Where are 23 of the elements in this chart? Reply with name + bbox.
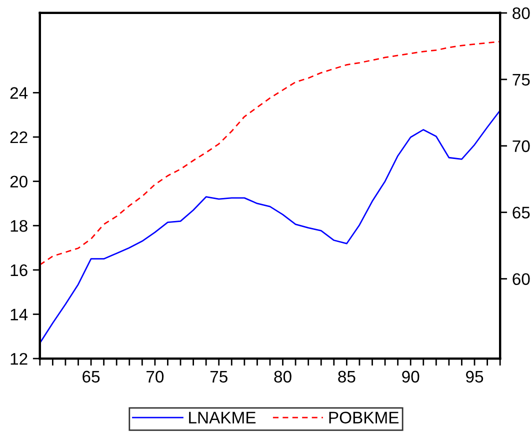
x-tick-label: 90 xyxy=(402,370,420,383)
y2-tick-label: 75 xyxy=(512,74,530,86)
y2-tick-label: 65 xyxy=(512,206,530,219)
y-tick-label: 20 xyxy=(10,176,28,188)
y-tick-label: 22 xyxy=(10,131,28,144)
y2-tick-label: 60 xyxy=(512,273,530,286)
x-tick-label: 75 xyxy=(210,370,228,383)
y2-tick-label: 70 xyxy=(512,140,530,152)
x-tick-label: 70 xyxy=(146,370,164,383)
line-series xyxy=(40,110,500,344)
y2-tick-label: 80 xyxy=(512,7,530,20)
x-tick-label: 85 xyxy=(338,370,356,383)
legend-label: POBKME xyxy=(329,412,399,424)
x-tick-label: 65 xyxy=(82,370,100,383)
y-tick-label: 12 xyxy=(10,352,28,365)
y-tick-label: 16 xyxy=(10,264,28,276)
y-tick-label: 18 xyxy=(10,220,28,232)
x-tick-label: 80 xyxy=(274,370,292,383)
y-tick-label: 14 xyxy=(10,308,28,320)
x-tick-label: 95 xyxy=(466,370,484,383)
y-tick-label: 24 xyxy=(10,87,28,99)
line-series xyxy=(40,40,500,266)
legend-label: LNAKME xyxy=(189,412,256,424)
